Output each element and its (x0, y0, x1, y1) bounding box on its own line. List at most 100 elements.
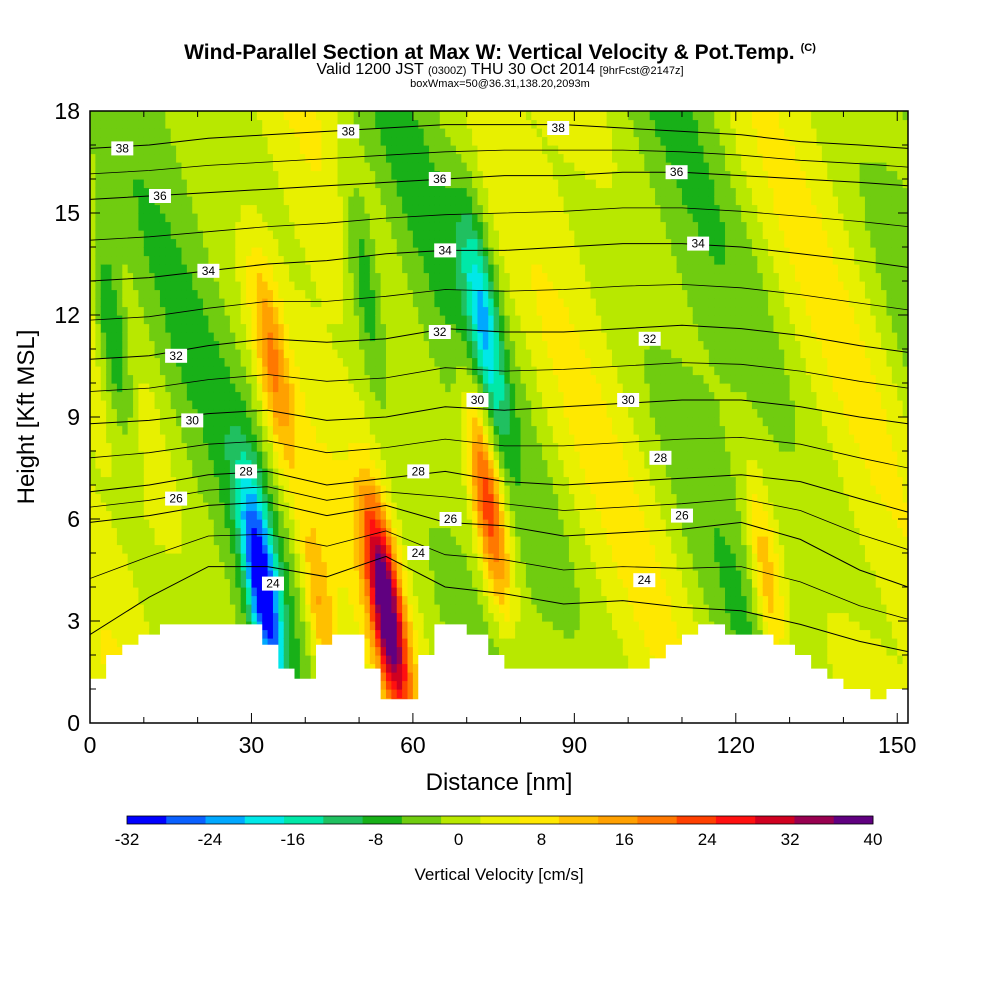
velocity-cell (133, 366, 140, 376)
velocity-cell (450, 536, 457, 546)
velocity-cell (385, 578, 392, 588)
velocity-cell (423, 374, 430, 384)
velocity-cell (111, 136, 118, 146)
velocity-cell (391, 238, 398, 248)
velocity-cell (149, 629, 156, 639)
velocity-cell (348, 553, 355, 563)
velocity-cell (412, 128, 419, 138)
velocity-cell (116, 111, 123, 121)
velocity-cell (423, 255, 430, 265)
velocity-cell (348, 179, 355, 189)
velocity-cell (455, 561, 462, 571)
velocity-cell (412, 510, 419, 520)
velocity-cell (445, 493, 452, 503)
velocity-cell (299, 145, 306, 155)
velocity-cell (342, 451, 349, 461)
velocity-cell (90, 468, 96, 478)
velocity-cell (305, 485, 312, 495)
velocity-cell (213, 332, 220, 342)
velocity-cell (316, 604, 323, 614)
velocity-cell (299, 264, 306, 274)
velocity-cell (149, 451, 156, 461)
velocity-cell (380, 374, 387, 384)
velocity-cell (111, 349, 118, 359)
velocity-cell (326, 230, 333, 240)
velocity-cell (116, 468, 123, 478)
velocity-cell (385, 408, 392, 418)
velocity-cell (353, 570, 360, 580)
velocity-cell (364, 238, 371, 248)
velocity-cell (159, 119, 166, 129)
velocity-cell (165, 255, 172, 265)
velocity-cell (246, 485, 253, 495)
velocity-cell (299, 298, 306, 308)
velocity-cell (434, 315, 441, 325)
velocity-cell (375, 442, 382, 452)
velocity-cell (294, 621, 301, 631)
velocity-cell (251, 604, 258, 614)
velocity-cell (90, 111, 96, 121)
velocity-cell (106, 145, 113, 155)
velocity-cell (181, 315, 188, 325)
velocity-cell (326, 145, 333, 155)
velocity-cell (321, 289, 328, 299)
velocity-cell (380, 255, 387, 265)
velocity-cell (461, 595, 468, 605)
velocity-cell (321, 281, 328, 291)
velocity-cell (283, 578, 290, 588)
velocity-cell (418, 604, 425, 614)
velocity-cell (181, 561, 188, 571)
velocity-cell (380, 153, 387, 163)
velocity-cell (434, 272, 441, 282)
velocity-cell (412, 111, 419, 121)
velocity-cell (283, 655, 290, 665)
velocity-cell (154, 502, 161, 512)
velocity-cell (283, 170, 290, 180)
velocity-cell (278, 451, 285, 461)
velocity-cell (127, 204, 134, 214)
velocity-cell (294, 374, 301, 384)
velocity-cell (111, 629, 118, 639)
velocity-cell (149, 425, 156, 435)
velocity-cell (143, 247, 150, 257)
velocity-cell (445, 468, 452, 478)
velocity-cell (192, 587, 199, 597)
velocity-cell (95, 289, 102, 299)
velocity-cell (402, 646, 409, 656)
velocity-cell (133, 604, 140, 614)
velocity-cell (90, 170, 96, 180)
velocity-cell (439, 230, 446, 240)
velocity-cell (235, 383, 242, 393)
velocity-cell (143, 111, 150, 121)
velocity-cell (240, 196, 247, 206)
velocity-cell (235, 306, 242, 316)
velocity-cell (391, 604, 398, 614)
velocity-cell (294, 391, 301, 401)
velocity-cell (429, 612, 436, 622)
velocity-cell (149, 179, 156, 189)
velocity-cell (353, 136, 360, 146)
velocity-cell (176, 527, 183, 537)
velocity-cell (256, 221, 263, 231)
velocity-cell (375, 638, 382, 648)
velocity-cell (445, 561, 452, 571)
velocity-cell (100, 417, 107, 427)
velocity-cell (310, 196, 317, 206)
velocity-cell (176, 136, 183, 146)
velocity-cell (197, 485, 204, 495)
velocity-cell (138, 238, 145, 248)
velocity-cell (159, 289, 166, 299)
velocity-cell (439, 442, 446, 452)
velocity-cell (380, 689, 387, 699)
velocity-cell (342, 340, 349, 350)
velocity-cell (407, 145, 414, 155)
velocity-cell (294, 468, 301, 478)
velocity-cell (337, 476, 344, 486)
velocity-cell (95, 366, 102, 376)
velocity-cell (283, 425, 290, 435)
velocity-cell (321, 187, 328, 197)
velocity-cell (176, 604, 183, 614)
velocity-cell (348, 400, 355, 410)
velocity-cell (111, 366, 118, 376)
velocity-cell (364, 510, 371, 520)
